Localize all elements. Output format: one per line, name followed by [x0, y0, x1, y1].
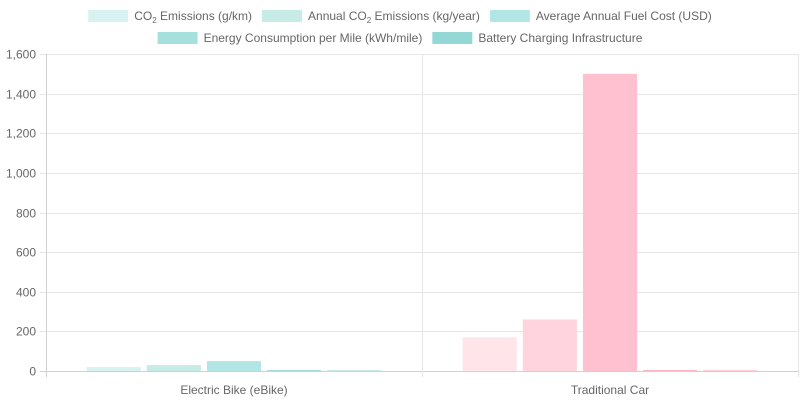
bar[interactable]: [643, 370, 698, 371]
y-tick-label: 400: [16, 286, 36, 300]
legend-label: Battery Charging Infrastructure: [478, 31, 642, 45]
grid: [40, 54, 799, 377]
y-tick-label: 1,000: [6, 167, 36, 181]
bar[interactable]: [582, 73, 638, 371]
bars: [86, 73, 758, 372]
bar[interactable]: [206, 361, 262, 371]
legend-swatch[interactable]: [262, 10, 303, 22]
legend-label: Annual CO2 Emissions (kg/year): [308, 9, 480, 25]
legend-label: Energy Consumption per Mile (kWh/mile): [204, 31, 423, 45]
x-tick-label: Traditional Car: [571, 383, 649, 397]
x-tick-label: Electric Bike (eBike): [180, 383, 287, 397]
bar[interactable]: [267, 370, 322, 371]
y-tick-label: 600: [16, 246, 36, 260]
bar[interactable]: [703, 370, 758, 371]
y-tick-label: 0: [29, 365, 36, 379]
y-axis: 0 200 400 600 800 1,000 1,200 1,400 1,600: [6, 48, 36, 379]
bar[interactable]: [146, 365, 201, 371]
y-tick-label: 1,400: [6, 88, 36, 102]
bar[interactable]: [327, 370, 382, 372]
y-tick-label: 800: [16, 207, 36, 221]
legend-label: CO2 Emissions (g/km): [134, 9, 252, 25]
bar[interactable]: [462, 337, 517, 371]
legend-label: Average Annual Fuel Cost (USD): [536, 9, 712, 23]
legend: CO2 Emissions (g/km) Annual CO2 Emissions…: [88, 9, 712, 45]
legend-swatch[interactable]: [489, 10, 530, 22]
bar[interactable]: [522, 319, 577, 371]
y-tick-label: 1,600: [6, 48, 36, 62]
legend-swatch[interactable]: [432, 32, 473, 44]
legend-swatch[interactable]: [157, 32, 198, 44]
x-axis: Electric Bike (eBike) Traditional Car: [180, 383, 649, 397]
y-tick-label: 200: [16, 325, 36, 339]
bar[interactable]: [86, 367, 141, 371]
legend-swatch[interactable]: [88, 10, 129, 22]
y-tick-label: 1,200: [6, 127, 36, 141]
